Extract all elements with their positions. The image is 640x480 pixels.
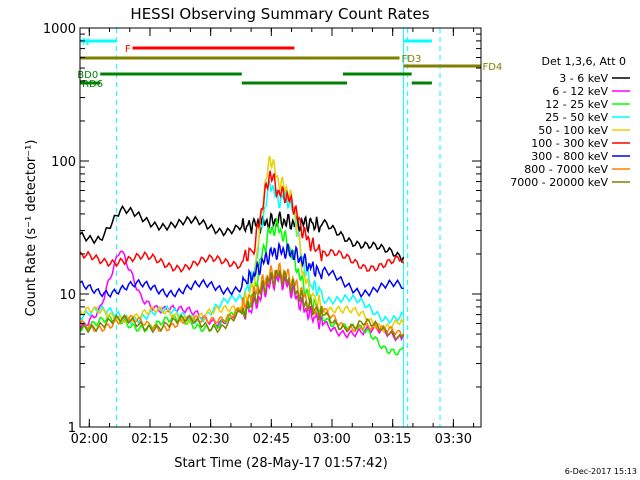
legend-label: 800 - 7000 keV <box>524 163 608 176</box>
flag-label: FD4 <box>482 62 502 73</box>
series-line <box>79 241 404 299</box>
y-axis: 1 10 100 1000 <box>43 22 481 436</box>
flag-label: BD0 <box>77 70 98 81</box>
flag-label: N <box>82 37 89 48</box>
flag-label: F <box>125 44 131 55</box>
legend-label: 6 - 12 keV <box>552 85 608 98</box>
x-tick-label: 02:45 <box>253 432 290 447</box>
timestamp: 6-Dec-2017 15:13 <box>565 467 637 476</box>
series-line <box>79 170 405 274</box>
y-axis-label: Count Rate (s⁻¹ detector⁻¹) <box>24 140 39 317</box>
x-axis-label: Start Time (28-May-17 01:57:42) <box>174 456 388 471</box>
legend-title: Det 1,3,6, Att 0 <box>542 55 626 68</box>
legend-label: 25 - 50 keV <box>545 111 608 124</box>
series-line <box>79 268 405 340</box>
flag-label: FD3 <box>402 54 422 65</box>
legend-label: 100 - 300 keV <box>531 137 608 150</box>
y-tick-label: 1 <box>68 421 76 436</box>
legend-label: 300 - 800 keV <box>531 150 608 163</box>
legend-label: 3 - 6 keV <box>559 72 608 85</box>
legend-label: 7000 - 20000 keV <box>510 176 608 189</box>
x-tick-label: 03:00 <box>313 432 350 447</box>
chart-title: HESSI Observing Summary Count Rates <box>130 5 429 23</box>
x-tick-label: 03:15 <box>374 432 411 447</box>
x-axis: 02:00 02:15 02:30 02:45 03:00 03:15 03:30 <box>71 28 475 447</box>
series-line <box>79 155 405 333</box>
series-line <box>79 204 405 264</box>
legend-label: 12 - 25 keV <box>545 98 608 111</box>
x-tick-label: 02:30 <box>192 432 229 447</box>
y-tick-label: 100 <box>51 155 76 170</box>
x-tick-label: 03:30 <box>435 432 472 447</box>
series-line <box>79 180 405 325</box>
legend-label: 50 - 100 keV <box>538 124 608 137</box>
y-tick-label: 10 <box>59 288 76 303</box>
y-tick-label: 1000 <box>43 22 76 37</box>
flag-label: RD6 <box>82 79 103 90</box>
x-tick-label: 02:00 <box>71 432 108 447</box>
series-line <box>79 216 405 356</box>
plot-frame <box>79 27 482 428</box>
x-tick-label: 02:15 <box>131 432 168 447</box>
